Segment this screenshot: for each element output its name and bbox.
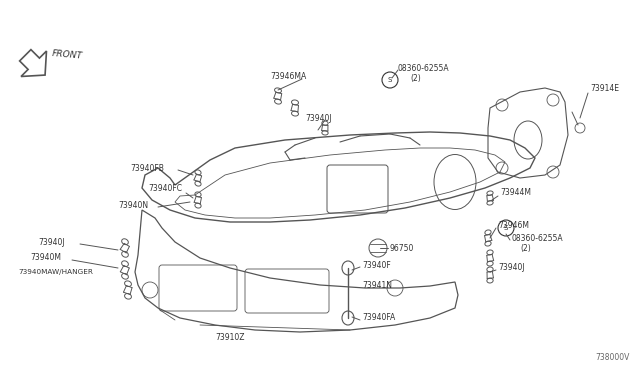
Text: 73940FB: 73940FB xyxy=(130,164,164,173)
Text: 73910Z: 73910Z xyxy=(215,334,244,343)
Text: 73944M: 73944M xyxy=(500,187,531,196)
Text: 73940MAW/HANGER: 73940MAW/HANGER xyxy=(18,269,93,275)
Text: 738000V: 738000V xyxy=(596,353,630,362)
Text: 73946M: 73946M xyxy=(498,221,529,230)
Text: 73940FA: 73940FA xyxy=(362,314,396,323)
Text: 73941N: 73941N xyxy=(362,280,392,289)
Text: S: S xyxy=(504,225,508,231)
Text: 73940J: 73940J xyxy=(38,237,65,247)
Text: 73940N: 73940N xyxy=(118,201,148,209)
Text: 73946MA: 73946MA xyxy=(270,71,307,80)
Text: 08360-6255A: 08360-6255A xyxy=(398,64,450,73)
Text: (2): (2) xyxy=(520,244,531,253)
Text: 96750: 96750 xyxy=(390,244,414,253)
Text: 08360-6255A: 08360-6255A xyxy=(512,234,564,243)
Text: 73940J: 73940J xyxy=(305,113,332,122)
Text: 73940F: 73940F xyxy=(362,260,391,269)
Text: 73940J: 73940J xyxy=(498,263,525,273)
Text: (2): (2) xyxy=(410,74,420,83)
Text: FRONT: FRONT xyxy=(52,49,83,61)
Text: 73940M: 73940M xyxy=(30,253,61,263)
Text: 73940FC: 73940FC xyxy=(148,183,182,192)
Text: S: S xyxy=(388,77,392,83)
Text: 73914E: 73914E xyxy=(590,83,619,93)
